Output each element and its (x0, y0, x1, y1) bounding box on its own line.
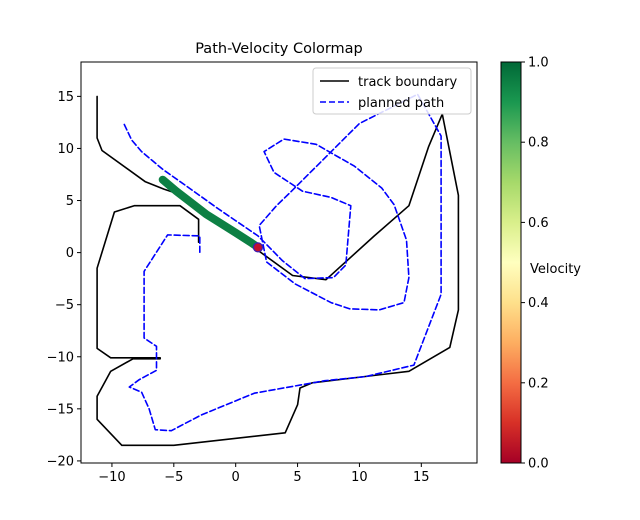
y-tick-label: −15 (47, 402, 74, 417)
legend-track-boundary-label: track boundary (358, 75, 457, 90)
colorbar-tick-label: 0.4 (528, 296, 549, 311)
colorbar-tick-label: 0.2 (528, 376, 549, 391)
x-tick-label: −5 (164, 470, 183, 485)
colorbar-tick-label: 0.8 (528, 136, 549, 151)
y-tick-label: −20 (47, 454, 74, 469)
current-position-marker (252, 242, 264, 253)
x-tick-label: 15 (413, 470, 430, 485)
y-tick-label: 15 (57, 90, 74, 105)
y-tick-label: 10 (57, 142, 74, 157)
velocity-colored-path (158, 175, 262, 252)
colorbar-tick-label: 1.0 (528, 56, 549, 71)
colorbar-tick-label: 0.6 (528, 216, 549, 231)
colorbar-tick-label: 0.0 (528, 457, 549, 472)
x-tick-label: 0 (232, 470, 240, 485)
chart-title: Path-Velocity Colormap (195, 41, 363, 57)
series-layer (96, 93, 460, 447)
x-axis-ticks: −10 −5 0 5 10 15 (98, 463, 430, 485)
x-tick-label: 10 (351, 470, 368, 485)
x-tick-label: 5 (293, 470, 301, 485)
legend: track boundary planned path (312, 67, 472, 115)
colorbar-label: Velocity (530, 262, 581, 277)
legend-planned-path-label: planned path (358, 96, 444, 111)
y-tick-label: 0 (66, 246, 74, 261)
colorbar-ticks: 0.0 0.2 0.4 0.6 0.8 1.0 (521, 56, 549, 472)
legend-box (312, 67, 472, 115)
main-plot-area: −10 −5 0 5 10 15 −20 −15 −10 −5 0 5 10 15 (47, 61, 478, 485)
colorbar-gradient (500, 61, 522, 464)
velocity-colorbar: 0.0 0.2 0.4 0.6 0.8 1.0 Velocity (500, 56, 581, 472)
plot-frame (80, 61, 478, 464)
planned-path-line (123, 93, 442, 432)
y-tick-label: −5 (55, 298, 74, 313)
y-axis-ticks: −20 −15 −10 −5 0 5 10 15 (47, 90, 81, 469)
y-tick-label: 5 (66, 194, 74, 209)
y-tick-label: −10 (47, 350, 74, 365)
x-tick-label: −10 (98, 470, 125, 485)
